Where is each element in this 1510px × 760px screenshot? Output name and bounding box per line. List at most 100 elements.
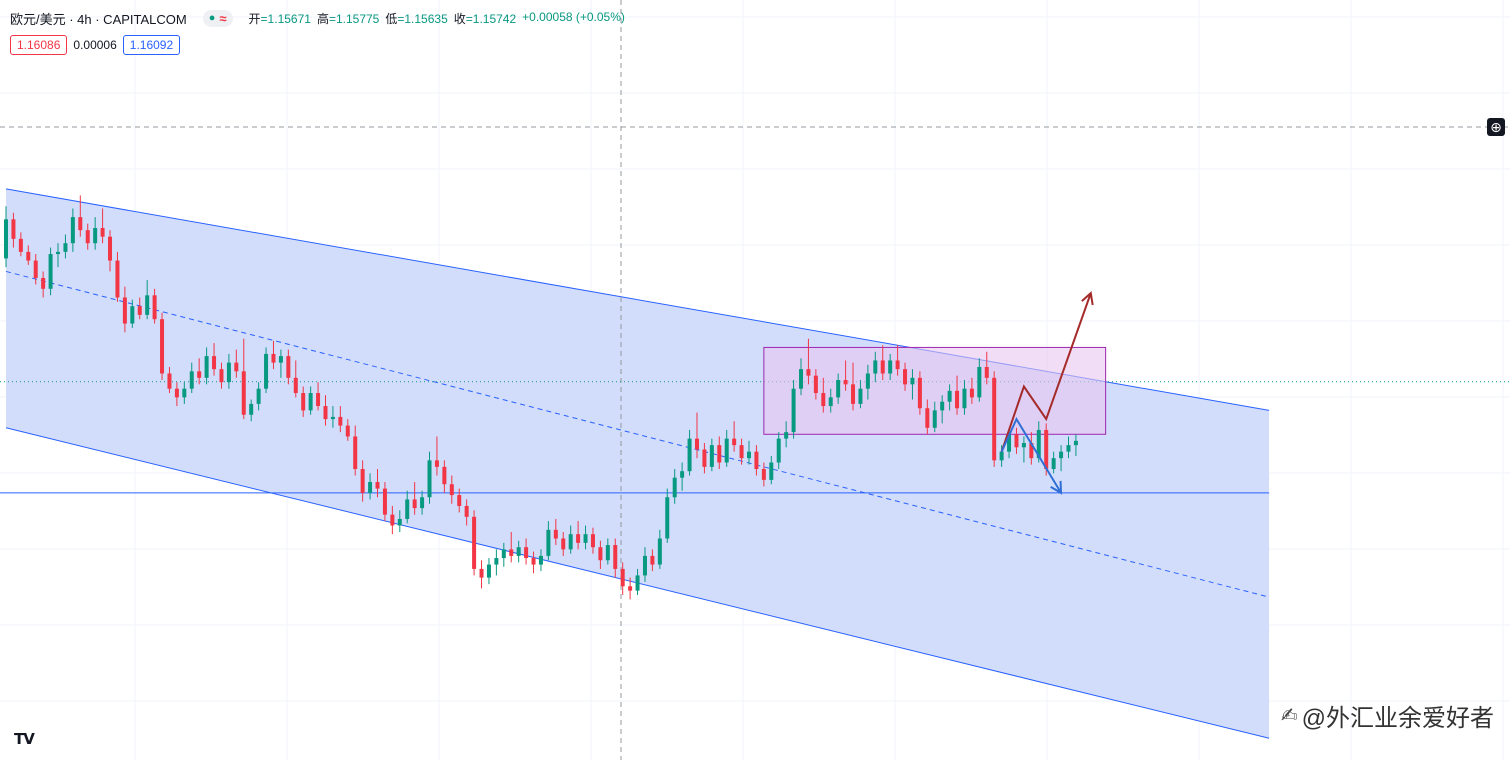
candle-body	[680, 471, 685, 478]
watermark-text: @外汇业余爱好者	[1301, 705, 1494, 732]
candle-body	[1059, 451, 1064, 459]
candle-body	[776, 438, 781, 463]
sell-price-button[interactable]: 1.16086	[10, 35, 68, 55]
candle-body	[1066, 445, 1071, 452]
spread-value: 0.00006	[73, 38, 117, 52]
candle-body	[821, 393, 826, 407]
candle-body	[657, 538, 662, 565]
candle-body	[509, 549, 514, 556]
candle-body	[880, 360, 885, 374]
candle-body	[628, 586, 633, 591]
candle-body	[1021, 442, 1026, 448]
bid-ask-row: 1.16086 0.00006 1.16092	[10, 35, 181, 55]
candle-body	[531, 558, 536, 565]
candle-body	[895, 360, 900, 370]
candle-body	[420, 497, 425, 509]
candle-body	[405, 499, 410, 519]
tradingview-logo[interactable]: TV	[14, 730, 35, 748]
candle-body	[747, 451, 751, 459]
candle-body	[932, 410, 937, 428]
candle-body	[717, 445, 722, 463]
candle-body	[234, 362, 239, 372]
candle-body	[256, 388, 261, 404]
bullish-projection-arrow	[1000, 292, 1092, 452]
candle-body	[338, 416, 343, 426]
candle-body	[665, 497, 670, 539]
candle-body	[650, 555, 655, 565]
ohlc-open: 开=1.15671	[248, 11, 311, 26]
candle-body	[888, 360, 893, 374]
candle-body	[18, 238, 23, 252]
candle-body	[910, 377, 915, 385]
candle-body	[167, 373, 172, 389]
candle-body	[78, 217, 83, 231]
candle-body	[464, 505, 469, 517]
candle-body	[851, 384, 856, 404]
candle-body	[546, 529, 551, 556]
candle-body	[479, 568, 484, 578]
price-change: +0.00058 (+0.05%)	[522, 9, 625, 24]
add-alert-plus-icon[interactable]: ⊕	[1487, 118, 1505, 136]
candle-body	[108, 236, 113, 261]
candle-body	[397, 518, 402, 526]
candle-body	[791, 388, 796, 433]
candle-body	[1014, 434, 1019, 448]
candle-body	[516, 547, 521, 556]
candle-body	[940, 401, 945, 411]
candle-body	[977, 366, 982, 398]
candle-body	[903, 369, 908, 385]
candle-body	[264, 353, 269, 389]
candle-body	[865, 373, 870, 389]
candle-body	[687, 438, 692, 472]
candle-body	[828, 397, 833, 407]
candle-body	[174, 388, 179, 398]
buy-price-button[interactable]: 1.16092	[122, 35, 181, 55]
candle-body	[189, 371, 194, 389]
candle-body	[724, 438, 729, 463]
candle-body	[873, 360, 878, 374]
candle-body	[41, 277, 46, 289]
candle-body	[182, 388, 187, 398]
candle-body	[784, 432, 789, 439]
candle-body	[368, 482, 373, 493]
candle-body	[672, 477, 677, 498]
candle-body	[152, 295, 157, 320]
candle-body	[212, 356, 217, 370]
candle-body	[524, 547, 529, 559]
candle-body	[130, 306, 135, 324]
candle-body	[494, 558, 499, 565]
candle-body	[702, 449, 707, 467]
candle-body	[605, 545, 610, 561]
candle-body	[806, 369, 811, 376]
candle-body	[4, 219, 8, 259]
candle-body	[197, 371, 202, 378]
candle-body	[642, 555, 647, 576]
candle-body	[63, 243, 68, 252]
candle-body	[427, 460, 432, 498]
candle-body	[553, 529, 558, 539]
watermark: ✍ @外汇业余爱好者	[1281, 698, 1494, 733]
symbol-legend: 欧元/美元 · 4h · CAPITALCOM ● ≈ 开=1.15671 高=…	[10, 8, 625, 28]
candle-body	[26, 251, 31, 261]
bearish-arrowhead	[1050, 480, 1063, 495]
candle-body	[249, 403, 254, 415]
candle-body	[1073, 440, 1078, 446]
candle-body	[576, 534, 581, 543]
candle-body	[1051, 458, 1056, 470]
candle-body	[1029, 442, 1034, 459]
candle-body	[709, 445, 714, 467]
market-open-dot-icon: ●	[208, 12, 216, 24]
candle-body	[955, 390, 960, 409]
candle-body	[11, 219, 16, 239]
candle-body	[271, 353, 276, 363]
candle-body	[375, 482, 380, 489]
candle-body	[561, 538, 566, 550]
ohlc-values: 开=1.15671 高=1.15775 低=1.15635 收=1.15742 …	[249, 10, 625, 27]
market-status-pill[interactable]: ● ≈	[202, 9, 233, 27]
candle-body	[137, 306, 142, 315]
ohlc-low: 低=1.15635	[385, 11, 448, 26]
candle-body	[635, 575, 640, 591]
candle-body	[999, 451, 1004, 461]
candle-body	[308, 393, 313, 411]
